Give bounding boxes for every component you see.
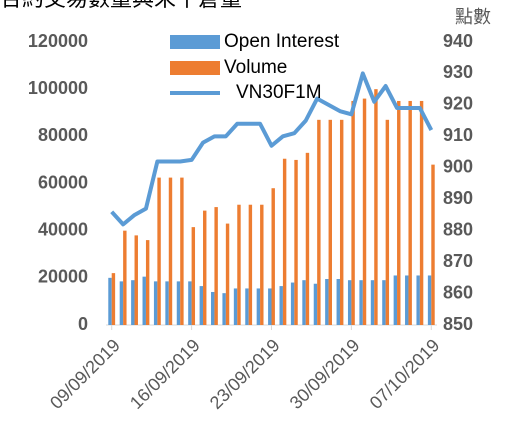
line <box>110 71 434 227</box>
bar <box>233 288 238 325</box>
y-tick-label: 100000 <box>28 78 88 98</box>
bar <box>317 119 321 325</box>
bar <box>431 164 435 325</box>
bar <box>408 100 412 325</box>
bar <box>191 227 196 325</box>
bar <box>382 280 386 325</box>
legend-label: VN30F1M <box>236 82 322 103</box>
bar <box>279 286 283 325</box>
chart-title: 合約交易數量與未平倉量 <box>0 0 242 11</box>
y-tick-label: 120000 <box>28 31 88 51</box>
bar <box>203 210 207 325</box>
bar <box>271 188 275 325</box>
y2-tick-label: 930 <box>443 62 473 82</box>
bar <box>248 204 253 325</box>
bar <box>347 280 352 325</box>
y2-tick-label: 940 <box>443 31 473 51</box>
bar <box>153 281 158 325</box>
bar <box>108 277 112 325</box>
bar <box>142 276 146 325</box>
y-tick-label: 40000 <box>38 219 88 239</box>
y2-tick-label: 880 <box>443 219 473 239</box>
bar <box>211 291 215 325</box>
y2-tick-label: 860 <box>443 282 473 302</box>
bar <box>134 235 138 325</box>
bar <box>260 204 264 325</box>
bar <box>176 281 181 325</box>
bar <box>282 158 287 325</box>
y2-axis-label: 點數 <box>455 7 491 27</box>
bar <box>313 283 318 325</box>
bar <box>370 280 375 325</box>
bar <box>256 288 261 325</box>
bar <box>302 280 306 325</box>
bar <box>385 119 390 325</box>
bar <box>351 100 355 325</box>
bar <box>294 159 298 325</box>
bar <box>336 279 340 325</box>
bar <box>131 280 135 325</box>
legend-swatch <box>170 35 220 49</box>
y2-tick-label: 890 <box>443 188 473 208</box>
bar <box>405 275 409 325</box>
bar <box>416 275 420 325</box>
bar <box>245 288 249 325</box>
bar <box>305 152 310 325</box>
bar <box>123 230 127 325</box>
bar <box>165 281 169 325</box>
bar <box>180 177 184 325</box>
bar <box>157 177 161 325</box>
bar <box>214 207 218 325</box>
bar <box>359 280 363 325</box>
y2-tick-label: 910 <box>443 125 473 145</box>
bar <box>374 89 378 326</box>
bar <box>168 177 173 325</box>
bar <box>419 100 424 325</box>
y-tick-label: 0 <box>78 314 88 334</box>
x-tick-label: 07/10/2019 <box>366 335 444 413</box>
y-tick-label: 80000 <box>38 125 88 145</box>
bar <box>268 288 272 325</box>
bar <box>427 275 432 325</box>
y2-tick-label: 920 <box>443 94 473 114</box>
bar <box>237 204 241 325</box>
bar <box>145 240 150 325</box>
x-tick-label: 16/09/2019 <box>126 335 204 413</box>
bar <box>225 223 230 325</box>
bar <box>397 100 401 325</box>
bar <box>188 281 192 325</box>
x-tick-label: 30/09/2019 <box>286 335 364 413</box>
bar <box>199 286 204 325</box>
legend-swatch <box>170 61 220 75</box>
legend-label: Volume <box>224 57 287 78</box>
bar <box>328 119 332 325</box>
bar <box>222 293 226 325</box>
bar <box>111 273 116 325</box>
y2-tick-label: 850 <box>443 314 473 334</box>
y2-tick-label: 900 <box>443 157 473 177</box>
legend-label: Open Interest <box>224 31 340 52</box>
bar <box>290 282 295 325</box>
y-tick-label: 20000 <box>38 267 88 287</box>
bar <box>339 119 344 325</box>
bar <box>362 98 367 325</box>
bar <box>119 281 124 325</box>
y-tick-label: 60000 <box>38 172 88 192</box>
x-tick-label: 23/09/2019 <box>206 335 284 413</box>
y2-tick-label: 870 <box>443 251 473 271</box>
x-tick-label: 09/09/2019 <box>46 335 124 413</box>
bar <box>325 279 329 325</box>
bar <box>393 275 398 325</box>
